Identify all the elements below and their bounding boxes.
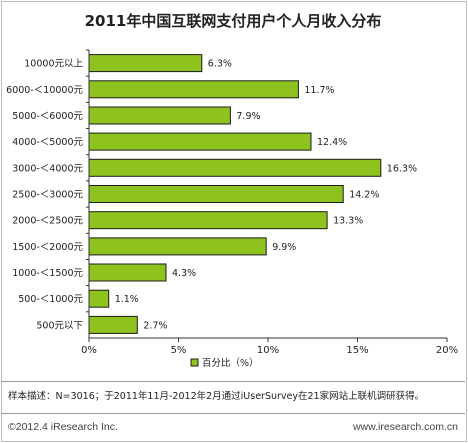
bar-8 xyxy=(88,263,167,282)
category-label-0: 10000元以上 xyxy=(24,59,83,70)
category-label-1: 6000-＜10000元 xyxy=(6,85,83,96)
data-label-6: 13.3% xyxy=(333,216,363,227)
data-label-7: 9.9% xyxy=(272,242,296,253)
category-label-10: 500元以下 xyxy=(36,320,83,331)
category-label-8: 1000-＜1500元 xyxy=(12,268,83,279)
data-label-10: 2.7% xyxy=(143,320,167,331)
category-label-3: 4000-＜5000元 xyxy=(12,137,83,148)
bar-9 xyxy=(88,289,110,308)
bar-1 xyxy=(88,80,299,99)
bar-3 xyxy=(88,132,312,151)
footer-divider-bottom xyxy=(1,413,465,414)
legend-label: 百分比（%） xyxy=(202,357,259,369)
category-label-7: 1500-＜2000元 xyxy=(12,242,83,253)
bar-10 xyxy=(88,315,138,334)
data-label-4: 16.3% xyxy=(387,163,417,174)
x-tick-label-3: 15% xyxy=(346,345,368,356)
bar-2 xyxy=(88,106,231,125)
data-label-3: 12.4% xyxy=(317,137,347,148)
footer-divider-top xyxy=(1,381,465,382)
data-label-5: 14.2% xyxy=(349,190,379,201)
data-label-9: 1.1% xyxy=(115,294,139,305)
copyright-text: ©2012.4 iResearch Inc. xyxy=(8,421,118,433)
x-tick-label-0: 0% xyxy=(81,345,97,356)
data-label-0: 6.3% xyxy=(208,59,232,70)
bar-5 xyxy=(88,185,344,203)
chart-title: 2011年中国互联网支付用户个人月收入分布 xyxy=(84,12,382,30)
category-label-5: 2500-＜3000元 xyxy=(12,190,83,201)
category-label-4: 3000-＜4000元 xyxy=(12,163,83,174)
data-label-8: 4.3% xyxy=(172,268,196,279)
legend-swatch xyxy=(190,358,199,367)
sample-note: 样本描述：N=3016；于2011年11月-2012年2月通过iUserSurv… xyxy=(8,391,425,402)
bar-7 xyxy=(88,237,267,256)
x-tick-label-1: 5% xyxy=(171,345,187,356)
x-tick-label-2: 10% xyxy=(257,345,279,356)
bar-chart: 6.3% 11.7% 7.9% 12.4% 16.3% 14.2% 13.3% 9.9% 4.3… xyxy=(6,49,458,369)
data-label-1: 11.7% xyxy=(304,85,334,96)
category-label-6: 2000-＜2500元 xyxy=(12,216,83,227)
data-label-2: 7.9% xyxy=(236,111,260,122)
category-label-2: 5000-＜6000元 xyxy=(12,111,83,122)
bar-0 xyxy=(88,54,203,73)
category-label-9: 500-＜1000元 xyxy=(18,294,83,305)
bar-6 xyxy=(88,211,328,230)
bar-4 xyxy=(88,158,382,177)
website-text: www.iresearch.com.cn xyxy=(352,421,458,433)
x-tick-label-4: 20% xyxy=(436,345,458,356)
